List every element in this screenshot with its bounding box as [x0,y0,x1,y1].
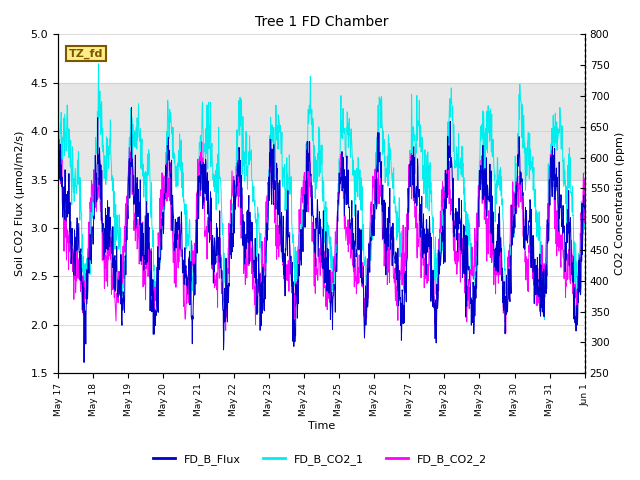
Text: TZ_fd: TZ_fd [68,48,103,59]
Bar [58,83,585,180]
Legend: FD_B_Flux, FD_B_CO2_1, FD_B_CO2_2: FD_B_Flux, FD_B_CO2_1, FD_B_CO2_2 [148,450,492,469]
Title: Tree 1 FD Chamber: Tree 1 FD Chamber [255,15,388,29]
Y-axis label: Soil CO2 Flux (μmol/m2/s): Soil CO2 Flux (μmol/m2/s) [15,131,25,276]
Y-axis label: CO2 Concentration (ppm): CO2 Concentration (ppm) [615,132,625,276]
X-axis label: Time: Time [308,421,335,432]
